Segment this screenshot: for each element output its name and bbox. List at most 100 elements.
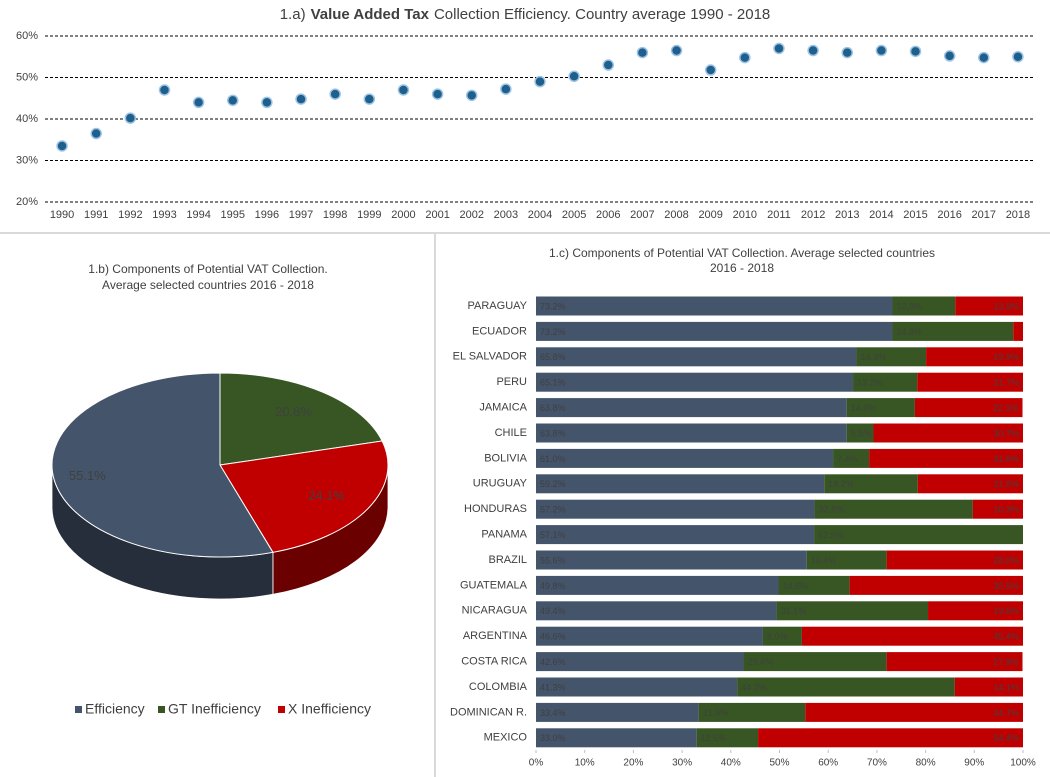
bar-segment [778,575,850,595]
data-label: 24.1% [308,488,345,503]
bar-segment [892,321,1014,341]
x-tick-label: 10% [575,758,595,769]
data-label: 13.2% [857,378,883,388]
bar-segment [814,499,973,519]
data-label: 19.9% [993,352,1019,362]
data-label: 33.4% [540,708,566,718]
data-label: 28.0% [993,555,1019,565]
bar-segment [536,601,777,621]
data-label: 7.4% [837,454,858,464]
y-tick-label: GUATEMALA [460,579,528,591]
bar-segment [758,728,1023,748]
data-label: 13.9% [993,301,1019,311]
dot [807,44,819,57]
bar-segment [536,347,857,367]
bar-segment [536,321,893,341]
dot [465,89,478,102]
dot [56,140,68,152]
dot [397,84,410,96]
x-tick-label: 1998 [323,209,347,221]
x-tick-label: 1996 [255,209,279,221]
data-label: 57.2% [540,505,566,515]
y-tick-label: EL SALVADOR [453,351,527,363]
dot [909,45,922,58]
bar-segment [806,550,887,570]
bar-segment [1013,321,1023,341]
x-tick-label: 2009 [698,209,722,221]
bar-segment [536,448,834,468]
bar-segment [928,601,1023,621]
data-label: 30.7% [993,428,1019,438]
data-label: 49.8% [540,581,566,591]
x-tick-label: 30% [672,758,692,769]
data-label: 27.9% [993,657,1019,667]
dot [602,59,615,71]
x-tick-label: 2011 [767,209,791,221]
x-tick-label: 2000 [391,209,415,221]
data-label: 73.2% [540,301,566,311]
title-part: Value Added Tax [311,6,430,23]
data-label: 21.9% [703,708,729,718]
bar-segment [873,423,1023,443]
x-tick-label: 2005 [562,209,586,221]
bar-segment [926,347,1023,367]
data-label: 65.8% [540,352,566,362]
bar-segment [536,550,807,570]
data-label: 5.5% [851,428,872,438]
data-label: 52.5% [818,530,844,540]
data-label: 12.9% [896,301,922,311]
legend-label: X Inefficiency [288,701,371,717]
dot [773,42,785,55]
y-tick-label: MEXICO [484,732,528,744]
y-tick-label: BRAZIL [488,554,527,566]
bar-segment [743,652,887,672]
data-label: 14.1% [993,682,1019,692]
bar-segment [536,474,825,494]
dot [500,83,512,95]
x-tick-label: 80% [916,758,936,769]
y-tick-label: PARAGUAY [468,300,528,312]
dot [363,93,376,105]
y-tick-label: CHILE [495,427,527,439]
y-tick-label: DOMINICAN R. [450,706,527,718]
x-tick-label: 2003 [494,209,518,221]
x-tick-label: 2018 [1006,209,1030,221]
y-tick-label: 20% [16,196,38,208]
chart-title: 1.c) Components of Potential VAT Collect… [549,246,935,260]
bar-segment [805,702,1023,722]
x-tick-label: 1994 [186,209,210,221]
dot [978,51,990,64]
x-tick-label: 2007 [630,209,654,221]
data-label: 57.1% [540,530,566,540]
y-tick-label: PANAMA [481,529,527,541]
y-tick-label: 40% [16,113,38,125]
dot [90,127,102,140]
x-tick-label: 1992 [118,209,142,221]
bar-segment [762,626,802,646]
y-tick-label: ECUADOR [472,325,527,337]
data-label: 44.7% [993,708,1019,718]
bar-segment [536,398,847,418]
x-tick-label: 2006 [596,209,620,221]
x-tick-label: 1990 [50,209,74,221]
chart-title: Average selected countries 2016 - 2018 [102,278,314,292]
x-tick-label: 0% [529,758,544,769]
dot [329,88,341,100]
bar-segment [536,499,815,519]
title-part: 1.a) [280,6,306,23]
pie-slice [51,372,274,558]
data-label: 14.3% [860,352,886,362]
bar-segment [536,728,697,748]
bar-segment [696,728,759,748]
data-label: 14.6% [783,581,809,591]
dot [1012,51,1024,63]
bar-segment [536,677,738,697]
bar-segment [869,448,1023,468]
data-label: 31.6% [993,454,1019,464]
x-tick-label: 2002 [459,209,483,221]
bar-segment [853,372,918,392]
x-tick-label: 2010 [733,209,757,221]
data-label: 63.8% [540,403,566,413]
y-tick-label: ARGENTINA [463,630,528,642]
title-part: Collection Efficiency. Country average 1… [434,6,770,23]
